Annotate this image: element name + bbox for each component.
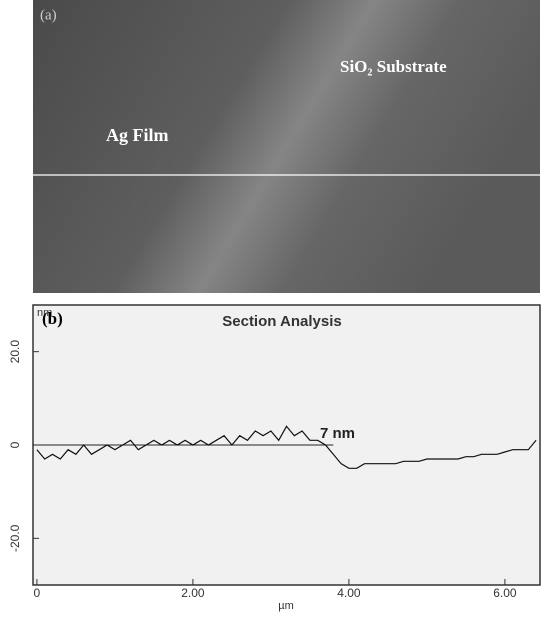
region-label: Ag Film bbox=[106, 125, 169, 145]
y-tick-label: -20.0 bbox=[8, 524, 22, 552]
region-label: SiO₂ Substrate bbox=[340, 57, 447, 76]
x-label: µm bbox=[278, 600, 294, 612]
y-tick-label: 0 bbox=[8, 441, 22, 448]
annotation: 7 nm bbox=[320, 425, 355, 442]
chart-title: Section Analysis bbox=[222, 313, 342, 330]
x-tick-label: 2.00 bbox=[181, 586, 205, 600]
y-tick-label: 20.0 bbox=[8, 340, 22, 364]
panel-label: (b) bbox=[42, 309, 63, 328]
x-tick-label: 4.00 bbox=[337, 586, 361, 600]
x-tick-label: 6.00 bbox=[493, 586, 517, 600]
y-unit: nm bbox=[37, 307, 52, 319]
x-tick-label: 0 bbox=[34, 586, 41, 600]
afm-image bbox=[33, 0, 540, 293]
profile-line bbox=[36, 425, 537, 469]
panel-label: (a) bbox=[40, 7, 57, 23]
